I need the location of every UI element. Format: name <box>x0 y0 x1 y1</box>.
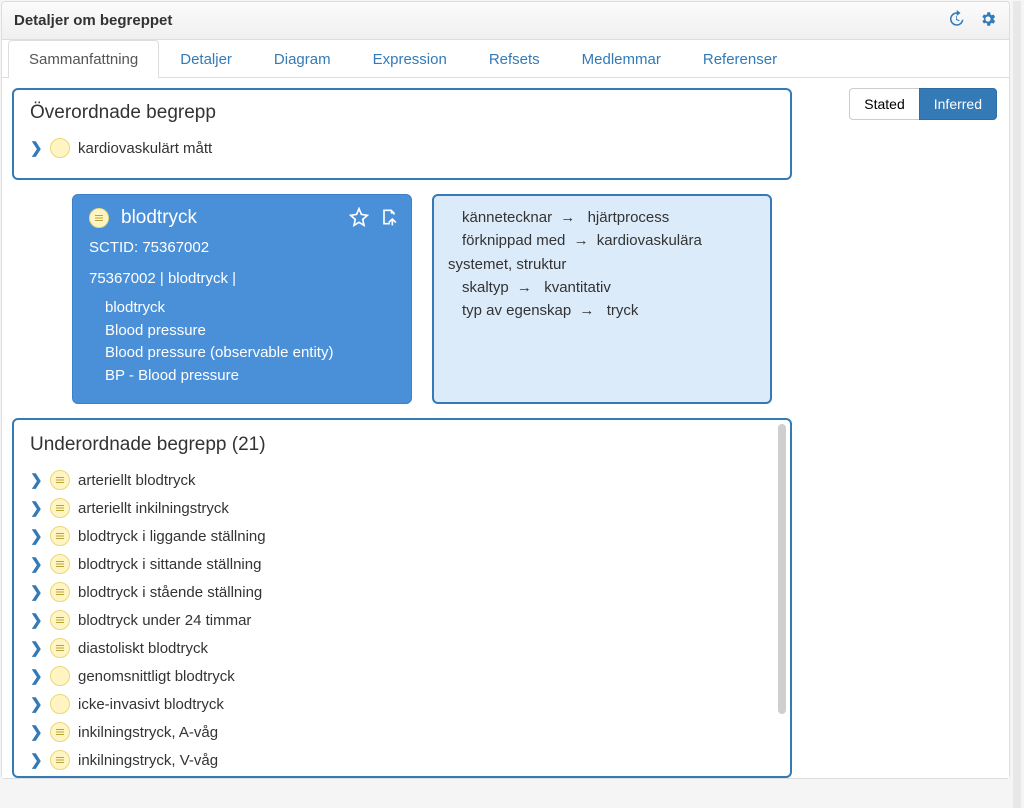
synonym-list: blodtryckBlood pressureBlood pressure (o… <box>105 297 395 387</box>
expand-icon[interactable]: ❯ <box>30 723 42 741</box>
child-item[interactable]: ❯ inkilningstryck, V-våg <box>30 746 774 774</box>
child-label: icke-invasivt blodtryck <box>78 696 224 713</box>
child-item[interactable]: ❯ diastoliskt blodtryck <box>30 634 774 662</box>
sctid-value: 75367002 <box>142 239 209 256</box>
child-item[interactable]: ❯ blodtryck i sittande ställning <box>30 550 774 578</box>
attribute-row: typ av egenskap → tryck <box>448 299 756 322</box>
primitive-icon <box>50 694 70 714</box>
defined-icon <box>50 498 70 518</box>
star-icon[interactable] <box>349 207 369 230</box>
children-count: 21 <box>238 434 259 455</box>
child-label: diastoliskt blodtryck <box>78 640 208 657</box>
attributes-box: kännetecknar → hjärtprocessförknippad me… <box>432 194 772 404</box>
history-icon[interactable] <box>947 10 965 31</box>
child-item[interactable]: ❯ blodtryck i liggande ställning <box>30 522 774 550</box>
children-title-text: Underordnade begrepp <box>30 434 227 455</box>
defined-icon <box>50 638 70 658</box>
children-scrollbar[interactable] <box>778 424 786 714</box>
view-toggle: Stated Inferred <box>849 88 997 120</box>
inferred-button[interactable]: Inferred <box>919 88 997 120</box>
tab-bar: SammanfattningDetaljerDiagramExpressionR… <box>2 40 1009 78</box>
child-item[interactable]: ❯ arteriellt blodtryck <box>30 466 774 494</box>
attribute-row: förknippad med → kardiovaskulära systeme… <box>448 229 756 276</box>
sctid-line: SCTID: 75367002 <box>89 239 395 256</box>
synonym: blodtryck <box>105 297 395 320</box>
child-item[interactable]: ❯ arteriellt inkilningstryck <box>30 494 774 522</box>
expand-icon[interactable]: ❯ <box>30 139 42 157</box>
fsn-line: 75367002 | blodtryck | <box>89 270 395 287</box>
child-label: inkilningstryck, V-våg <box>78 752 218 769</box>
expand-icon[interactable]: ❯ <box>30 527 42 545</box>
defined-icon <box>50 582 70 602</box>
defined-icon <box>50 470 70 490</box>
tab-sammanfattning[interactable]: Sammanfattning <box>8 40 159 78</box>
child-item[interactable]: ❯ genomsnittligt blodtryck <box>30 662 774 690</box>
concept-defined-icon <box>89 208 109 228</box>
attribute-row: kännetecknar → hjärtprocess <box>448 206 756 229</box>
concept-card: blodtryck SCTID: 75367002 753 <box>72 194 412 404</box>
child-label: blodtryck i stående ställning <box>78 584 262 601</box>
expand-icon[interactable]: ❯ <box>30 639 42 657</box>
child-label: blodtryck i liggande ställning <box>78 528 266 545</box>
synonym: Blood pressure (observable entity) <box>105 342 395 365</box>
defined-icon <box>50 554 70 574</box>
panel-header: Detaljer om begreppet <box>2 2 1009 40</box>
expand-icon[interactable]: ❯ <box>30 751 42 769</box>
export-icon[interactable] <box>379 207 399 230</box>
synonym: BP - Blood pressure <box>105 365 395 388</box>
tab-medlemmar[interactable]: Medlemmar <box>561 40 682 78</box>
expand-icon[interactable]: ❯ <box>30 471 42 489</box>
child-label: inkilningstryck, A-våg <box>78 724 218 741</box>
child-item[interactable]: ❯ inkilningstryck, A-våg <box>30 718 774 746</box>
gear-icon[interactable] <box>979 10 997 31</box>
primitive-icon <box>50 666 70 686</box>
parent-item[interactable]: ❯ kardiovaskulärt mått <box>30 134 774 162</box>
page-scrollbar[interactable] <box>1013 1 1021 808</box>
concept-name: blodtryck <box>121 207 197 229</box>
children-title: Underordnade begrepp (21) <box>30 434 774 456</box>
tab-expression[interactable]: Expression <box>352 40 468 78</box>
child-label: genomsnittligt blodtryck <box>78 668 235 685</box>
sctid-label: SCTID: <box>89 239 138 256</box>
expand-icon[interactable]: ❯ <box>30 695 42 713</box>
tab-detaljer[interactable]: Detaljer <box>159 40 253 78</box>
expand-icon[interactable]: ❯ <box>30 555 42 573</box>
parents-box: Överordnade begrepp ❯ kardiovaskulärt måt… <box>12 88 792 180</box>
expand-icon[interactable]: ❯ <box>30 499 42 517</box>
tab-diagram[interactable]: Diagram <box>253 40 352 78</box>
parent-label: kardiovaskulärt mått <box>78 140 212 157</box>
concept-detail-panel: Detaljer om begreppet SammanfattningDeta… <box>1 1 1010 779</box>
child-item[interactable]: ❯ icke-invasivt blodtryck <box>30 690 774 718</box>
primitive-icon <box>50 138 70 158</box>
panel-title: Detaljer om begreppet <box>14 12 172 29</box>
child-item[interactable]: ❯ blodtryck under 24 timmar <box>30 606 774 634</box>
tab-refsets[interactable]: Refsets <box>468 40 561 78</box>
synonym: Blood pressure <box>105 320 395 343</box>
stated-button[interactable]: Stated <box>849 88 919 120</box>
expand-icon[interactable]: ❯ <box>30 611 42 629</box>
defined-icon <box>50 722 70 742</box>
defined-icon <box>50 610 70 630</box>
attribute-row: skaltyp → kvantitativ <box>448 276 756 299</box>
expand-icon[interactable]: ❯ <box>30 667 42 685</box>
expand-icon[interactable]: ❯ <box>30 583 42 601</box>
child-label: arteriellt blodtryck <box>78 472 196 489</box>
defined-icon <box>50 526 70 546</box>
defined-icon <box>50 750 70 770</box>
child-item[interactable]: ❯ blodtryck i stående ställning <box>30 578 774 606</box>
child-label: blodtryck under 24 timmar <box>78 612 251 629</box>
tab-referenser[interactable]: Referenser <box>682 40 798 78</box>
child-label: arteriellt inkilningstryck <box>78 500 229 517</box>
parents-title: Överordnade begrepp <box>30 102 774 124</box>
child-label: blodtryck i sittande ställning <box>78 556 261 573</box>
children-box: Underordnade begrepp (21) ❯ arteriellt bl… <box>12 418 792 778</box>
